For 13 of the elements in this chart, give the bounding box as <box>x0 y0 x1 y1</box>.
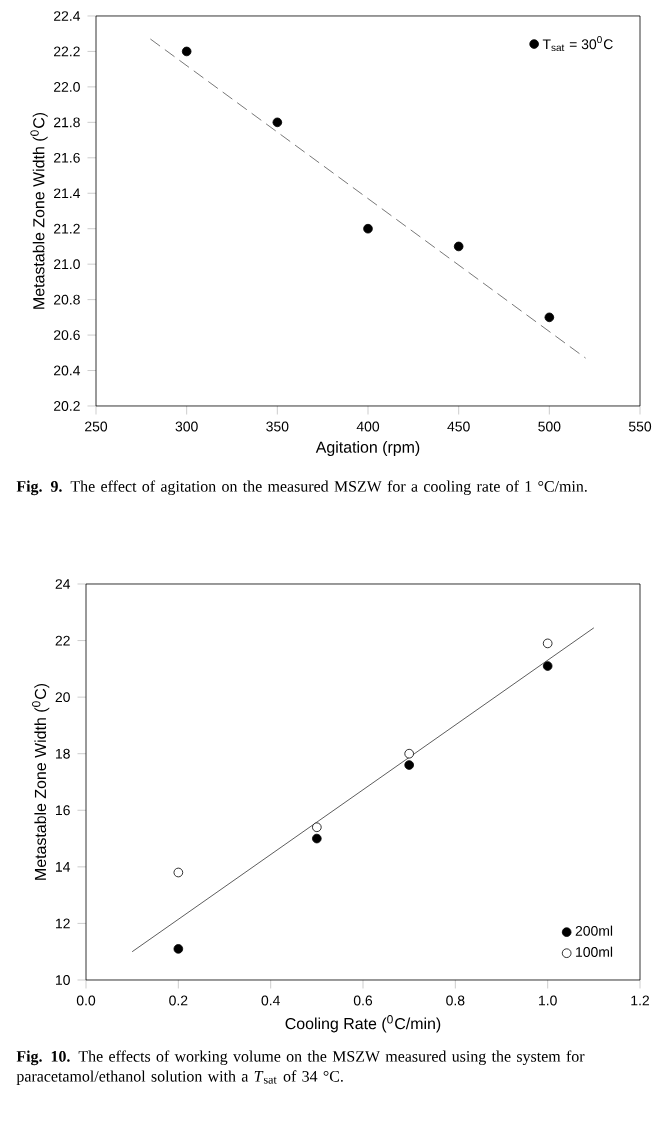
point <box>542 638 553 649</box>
point <box>404 760 414 770</box>
point <box>173 867 184 878</box>
point <box>542 661 553 671</box>
point <box>181 46 192 57</box>
point <box>404 748 414 759</box>
point <box>453 241 464 252</box>
point <box>544 312 555 323</box>
point <box>312 822 322 833</box>
point <box>173 944 184 954</box>
point <box>312 833 322 844</box>
point <box>363 223 373 234</box>
point <box>272 117 283 128</box>
